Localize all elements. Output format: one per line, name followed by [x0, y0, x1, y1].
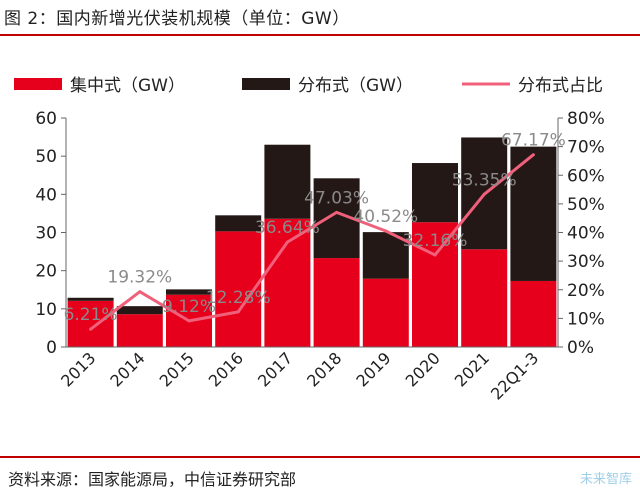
share-point: [138, 290, 142, 294]
bar-centralized: [313, 258, 360, 347]
left-tick-label: 40: [35, 185, 57, 205]
right-tick-label: 40%: [567, 224, 605, 244]
right-tick-label: 30%: [567, 252, 605, 272]
left-tick-label: 20: [35, 262, 57, 282]
share-data-label: 19.32%: [107, 268, 172, 288]
x-tick-label: 2013: [57, 348, 99, 390]
x-tick-label: 2015: [156, 348, 198, 390]
share-data-label: 40.52%: [353, 207, 418, 227]
share-data-label: 6.21%: [64, 305, 118, 325]
right-tick-label: 0%: [567, 338, 594, 358]
bar-distributed: [67, 297, 114, 301]
left-tick-label: 50: [35, 147, 57, 167]
legend-swatch-distributed: [242, 78, 290, 90]
bar-centralized: [362, 278, 409, 347]
top-rule: [0, 34, 640, 36]
left-tick-label: 60: [35, 109, 57, 129]
legend-label-centralized: 集中式（GW）: [70, 76, 185, 96]
bar-distributed: [215, 215, 262, 232]
share-data-label: 47.03%: [304, 188, 369, 208]
bar-distributed: [264, 144, 311, 219]
legend: 集中式（GW） 分布式（GW） 分布式占比: [14, 76, 603, 96]
share-line-series: [89, 153, 535, 331]
bar-centralized: [412, 222, 458, 347]
share-point: [482, 192, 486, 196]
source-note: 资料来源：国家能源局，中信证券研究部: [8, 470, 297, 489]
bar-distributed: [510, 146, 557, 281]
right-tick-label: 20%: [567, 281, 605, 301]
bar-distributed: [166, 289, 212, 295]
watermark: 未来智库: [579, 472, 632, 487]
share-point: [236, 310, 240, 314]
bar-distributed: [412, 163, 458, 223]
right-tick-label: 60%: [567, 166, 605, 186]
bar-centralized: [461, 249, 508, 347]
x-tick-label: 2021: [451, 348, 493, 390]
legend-label-distributed: 分布式（GW）: [298, 76, 413, 96]
share-line: [89, 153, 535, 331]
bar-centralized: [67, 300, 114, 347]
x-tick-label: 2017: [254, 348, 296, 390]
bar-distributed: [116, 306, 163, 315]
data-labels: 6.21% 19.32% 9.12%12.28% 36.64% 47.03%40.52%…: [64, 131, 566, 325]
share-data-label: 32.16%: [403, 231, 468, 251]
bar-series: [67, 137, 557, 347]
left-tick-label: 10: [35, 300, 57, 320]
share-data-label: 53.35%: [452, 170, 517, 190]
share-point: [187, 319, 191, 323]
legend-label-share: 分布式占比: [518, 76, 603, 96]
right-tick-label: 50%: [567, 195, 605, 215]
bar-centralized: [264, 218, 311, 347]
x-tick-label: 2018: [303, 348, 345, 390]
share-point: [433, 253, 437, 257]
bottom-rule: [0, 456, 640, 458]
x-tick-label: 2020: [402, 348, 444, 390]
right-y-axis: 0% 10% 20% 30% 40% 50% 60% 70% 80%: [557, 109, 605, 358]
bar-centralized: [116, 314, 163, 347]
right-tick-label: 80%: [567, 109, 605, 129]
x-tick-label: 22Q1-3: [487, 348, 542, 403]
share-point: [384, 229, 388, 233]
share-data-label: 36.64%: [255, 218, 320, 238]
share-data-label: 12.28%: [206, 288, 271, 308]
x-axis: 2013 2014 2015 2016 2017 2018 2019 2020 202122Q1…: [57, 346, 558, 404]
figure-title: 图 2：国内新增光伏装机规模（单位：GW）: [4, 9, 350, 29]
share-point: [89, 327, 93, 331]
x-tick-label: 2016: [205, 348, 247, 390]
share-data-label: 67.17%: [501, 131, 566, 151]
chart: 集中式（GW） 分布式（GW） 分布式占比 0 10 20 30 40 50 60 0% 10% 2…: [14, 76, 605, 404]
right-tick-label: 10%: [567, 309, 605, 329]
x-tick-label: 2014: [106, 348, 148, 390]
right-tick-label: 70%: [567, 138, 605, 158]
share-point: [531, 153, 535, 157]
left-tick-label: 30: [35, 224, 57, 244]
left-tick-label: 0: [46, 338, 57, 358]
share-point: [335, 210, 339, 214]
left-y-axis: 0 10 20 30 40 50 60: [35, 109, 67, 358]
x-tick-label: 2019: [352, 348, 394, 390]
legend-swatch-centralized: [14, 78, 62, 90]
share-point: [285, 240, 289, 244]
share-data-label: 9.12%: [162, 297, 216, 317]
bar-centralized: [510, 280, 557, 347]
